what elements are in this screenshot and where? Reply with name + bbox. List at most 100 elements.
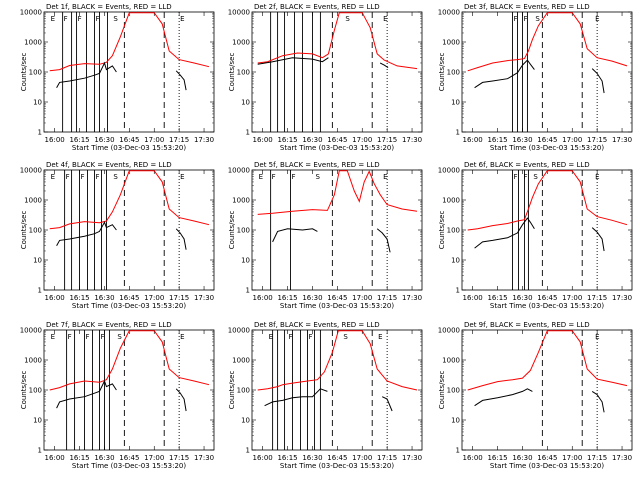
x-tick-label: 16:45	[537, 136, 557, 144]
y-tick-label: 10	[33, 257, 42, 265]
x-tick-label: 17:15	[169, 294, 189, 302]
marker-label: E	[51, 333, 55, 341]
x-tick-label: 16:00	[253, 136, 273, 144]
marker-label: F	[523, 15, 527, 23]
marker-label: F	[523, 173, 527, 181]
x-tick-label: 16:45	[327, 454, 347, 462]
marker-label: F	[95, 15, 99, 23]
series-segment-events	[379, 62, 389, 69]
y-axis-label: Counts/sec	[438, 211, 446, 250]
marker-label: E	[51, 173, 55, 181]
x-tick-label: 16:30	[94, 294, 114, 302]
x-tick-label: 16:15	[277, 136, 297, 144]
marker-label: F	[68, 333, 72, 341]
y-axis-label: Counts/sec	[20, 371, 28, 410]
marker-label: E	[180, 333, 184, 341]
y-tick-label: 1000	[442, 357, 460, 365]
marker-label: F	[292, 173, 296, 181]
y-tick-label: 1	[38, 287, 42, 295]
marker-label: E	[378, 333, 382, 341]
y-tick-label: 1	[38, 447, 42, 455]
x-tick-label: 17:00	[144, 454, 164, 462]
panel-title: Det 5f, BLACK = Events, RED = LLD	[254, 161, 380, 169]
x-tick-label: 16:30	[94, 136, 114, 144]
series-line-lld	[467, 12, 628, 72]
y-tick-label: 10000	[438, 327, 460, 335]
y-tick-label: 10000	[228, 167, 250, 175]
panel-title: Det 7f, BLACK = Events, RED = LLD	[46, 321, 172, 329]
y-tick-label: 100	[447, 387, 460, 395]
marker-label: E	[269, 333, 273, 341]
plot-frame	[461, 329, 633, 451]
x-tick-label: 16:45	[537, 454, 557, 462]
marker-label: E	[259, 173, 263, 181]
marker-label: E	[180, 15, 184, 23]
plot-frame	[43, 329, 215, 451]
marker-label: E	[51, 15, 55, 23]
plot-area	[257, 170, 418, 290]
y-tick-label: 1	[456, 447, 460, 455]
panel-title: Det 6f, BLACK = Events, RED = LLD	[464, 161, 590, 169]
panel-title: Det 4f, BLACK = Events, RED = LLD	[46, 161, 172, 169]
x-tick-label: 17:30	[612, 454, 632, 462]
y-tick-label: 1000	[232, 197, 250, 205]
x-tick-label: 16:30	[302, 294, 322, 302]
y-tick-label: 1000	[24, 357, 42, 365]
y-tick-label: 1	[38, 129, 42, 137]
x-tick-label: 16:45	[327, 136, 347, 144]
x-tick-label: 16:15	[487, 136, 507, 144]
y-tick-label: 10	[451, 417, 460, 425]
y-tick-label: 10000	[20, 9, 42, 17]
plot-area	[467, 12, 628, 132]
y-tick-label: 1000	[442, 39, 460, 47]
plot-frame	[251, 169, 423, 291]
y-axis-label: Counts/sec	[228, 211, 236, 250]
series-line-lld	[49, 170, 210, 230]
marker-label: E	[595, 333, 599, 341]
x-tick-label: 16:30	[512, 136, 532, 144]
plot-area	[467, 330, 628, 450]
x-axis-label: Start Time (03-Dec-03 15:53:20)	[72, 462, 186, 470]
panel-5: Det 5f, BLACK = Events, RED = LLD 1 10 100 1…	[228, 161, 423, 310]
series-segment-events	[175, 388, 187, 412]
x-tick-label: 17:30	[612, 294, 632, 302]
x-tick-label: 16:15	[69, 294, 89, 302]
series-line-events	[474, 59, 535, 89]
x-tick-label: 16:30	[302, 454, 322, 462]
y-tick-label: 1000	[24, 197, 42, 205]
series-line-events	[257, 57, 329, 65]
x-tick-label: 16:00	[463, 136, 483, 144]
y-axis-label: Counts/sec	[228, 53, 236, 92]
x-tick-label: 17:00	[352, 136, 372, 144]
y-axis-label: Counts/sec	[438, 53, 446, 92]
series-segment-events	[591, 227, 605, 252]
series-segment-events	[381, 396, 393, 412]
plot-frame	[43, 169, 215, 291]
x-tick-label: 17:30	[612, 136, 632, 144]
series-segment-events	[591, 68, 605, 94]
panel-6: Det 6f, BLACK = Events, RED = LLD 1 10 100 1…	[438, 161, 633, 310]
plot-frame	[461, 11, 633, 133]
x-tick-label: 16:00	[253, 294, 273, 302]
x-tick-label: 17:15	[377, 136, 397, 144]
marker-label: S	[113, 15, 118, 23]
marker-label: S	[117, 333, 122, 341]
x-tick-label: 17:00	[144, 136, 164, 144]
y-tick-label: 1000	[232, 39, 250, 47]
panel-title: Det 3f, BLACK = Events, RED = LLD	[464, 3, 590, 11]
plot-frame	[461, 169, 633, 291]
series-segment-events	[175, 228, 187, 250]
y-tick-label: 100	[29, 69, 42, 77]
plot-area	[49, 12, 210, 132]
x-tick-label: 17:00	[562, 454, 582, 462]
panel-4: Det 4f, BLACK = Events, RED = LLD 1 10 100 1…	[20, 161, 215, 310]
panel-1: Det 1f, BLACK = Events, RED = LLD 1 10 100 1…	[20, 3, 215, 152]
panel-9: Det 9f, BLACK = Events, RED = LLD 1 10 100 1…	[438, 321, 633, 470]
x-tick-label: 17:00	[562, 136, 582, 144]
panel-title: Det 2f, BLACK = Events, RED = LLD	[254, 3, 380, 11]
x-tick-label: 16:00	[463, 294, 483, 302]
marker-label: F	[513, 15, 517, 23]
x-tick-label: 16:00	[45, 294, 65, 302]
